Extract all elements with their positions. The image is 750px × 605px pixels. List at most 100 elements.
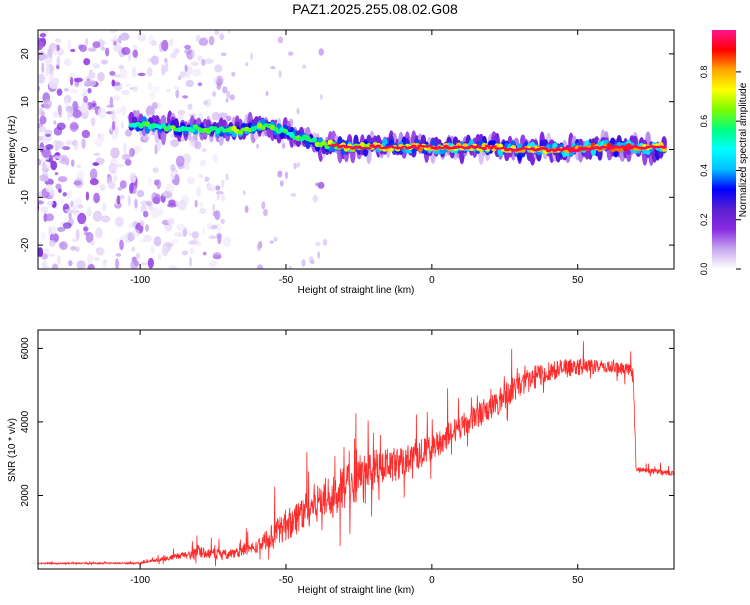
spectrogram-noise-blob bbox=[56, 226, 66, 232]
spectrogram-ridge-cell bbox=[189, 128, 196, 133]
spectrogram-noise-blob bbox=[161, 193, 167, 197]
spectrogram-noise-blob bbox=[195, 140, 202, 150]
spectrogram-noise-blob bbox=[208, 35, 215, 46]
spectrogram-noise-blob bbox=[157, 253, 162, 260]
spectrogram-noise-blob bbox=[112, 39, 120, 43]
spectrogram-noise-blob bbox=[190, 61, 199, 66]
spectrogram-noise-blob bbox=[202, 228, 206, 236]
spectrogram-noise-blob bbox=[133, 57, 137, 61]
snr-y-label: SNR (10 * v/v) bbox=[7, 418, 18, 482]
spectrogram-noise-blob bbox=[149, 91, 156, 100]
spectrogram-noise-blob bbox=[218, 112, 228, 119]
spectrogram-noise-blob bbox=[123, 143, 127, 154]
spectrogram-noise-blob bbox=[50, 160, 58, 171]
spectrogram-ridge-cell bbox=[272, 127, 279, 132]
spectrogram-ridge-cell bbox=[375, 144, 382, 148]
spectrogram-noise-blob bbox=[265, 90, 269, 97]
spectrogram-noise-blob bbox=[68, 212, 72, 220]
spectrogram-noise-blob bbox=[114, 127, 119, 136]
spectrogram-noise-blob bbox=[55, 38, 62, 43]
spectrogram-noise-blob bbox=[70, 245, 77, 251]
spectrogram-noise-blob bbox=[48, 154, 54, 164]
spectrogram-noise-blob bbox=[215, 190, 224, 195]
spectrogram-noise-blob bbox=[156, 102, 162, 109]
spectrogram-noise-blob bbox=[214, 30, 220, 36]
spectrogram-noise-blob bbox=[114, 34, 118, 41]
spectrogram-noise-blob bbox=[49, 78, 59, 90]
spectrogram-noise-blob bbox=[212, 254, 222, 260]
spectrogram-noise-blob bbox=[207, 184, 215, 190]
spectrogram-noise-blob bbox=[115, 253, 122, 257]
spectrogram-noise-blob bbox=[269, 240, 275, 244]
snr-y-tick-label: 6000 bbox=[20, 337, 31, 360]
spectrogram-noise-blob bbox=[119, 180, 127, 189]
spectrogram-noise-blob bbox=[132, 86, 139, 93]
spectrogram-noise-blob bbox=[53, 155, 60, 160]
spectrogram-noise-blob bbox=[51, 263, 59, 269]
spectrogram-noise-blob bbox=[212, 154, 219, 163]
spectrogram-noise-blob bbox=[109, 71, 116, 76]
snr-x-label: Height of straight line (km) bbox=[298, 585, 415, 596]
spectrogram-noise-blob bbox=[212, 203, 216, 212]
spectrogram-noise-blob bbox=[147, 177, 152, 187]
spectrogram-noise-blob bbox=[170, 52, 177, 59]
spectrogram-noise-blob bbox=[62, 192, 67, 197]
spectrogram-noise-blob bbox=[231, 71, 236, 77]
spectrogram-ridge-cell bbox=[427, 144, 433, 147]
spectrogram-noise-blob bbox=[184, 64, 188, 72]
spectrogram-noise-blob bbox=[69, 89, 79, 94]
spectrogram-noise-blob bbox=[84, 37, 89, 46]
spectrogram-noise-blob bbox=[175, 89, 180, 99]
spectrogram-x-tick-label: 0 bbox=[429, 275, 435, 286]
spectrogram-noise-blob bbox=[39, 126, 47, 133]
spectrogram-noise-blob bbox=[38, 200, 44, 205]
spectrogram-noise-blob bbox=[308, 256, 314, 264]
spectrogram-noise-blob bbox=[111, 120, 116, 131]
spectrogram-y-label: Frequency (Hz) bbox=[7, 116, 18, 185]
spectrogram-noise-blob bbox=[137, 33, 147, 42]
spectrogram-noise-blob bbox=[70, 200, 74, 208]
snr-x-tick-label: 50 bbox=[572, 575, 584, 586]
spectrogram-noise-blob bbox=[211, 111, 220, 121]
snr-x-tick-label: -100 bbox=[130, 575, 150, 586]
spectrogram-noise-blob bbox=[30, 61, 36, 71]
spectrogram-noise-blob bbox=[92, 210, 103, 222]
spectrogram-noise-blob bbox=[108, 180, 116, 190]
spectrogram-noise-blob bbox=[256, 143, 260, 149]
spectrogram-noise-blob bbox=[173, 86, 181, 90]
spectrogram-noise-blob bbox=[288, 265, 293, 269]
spectrogram-noise-blob bbox=[143, 234, 152, 243]
spectrogram-noise-blob bbox=[146, 67, 153, 77]
spectrogram-noise-blob bbox=[170, 164, 176, 172]
colorbar-gradient bbox=[712, 30, 736, 269]
spectrogram-noise-blob bbox=[39, 33, 47, 38]
spectrogram-noise-blob bbox=[182, 95, 189, 99]
spectrogram-noise-blob bbox=[41, 253, 48, 260]
spectrogram-noise-blob bbox=[99, 132, 105, 143]
spectrogram-ridge-cell bbox=[311, 137, 318, 143]
spectrogram-noise-blob bbox=[64, 97, 68, 109]
spectrogram-noise-blob bbox=[119, 67, 128, 79]
spectrogram-noise-blob bbox=[44, 248, 50, 254]
spectrogram-noise-blob bbox=[202, 251, 207, 256]
spectrogram-ridge-cell bbox=[414, 146, 420, 150]
colorbar-ticks: 0.0 0.2 0.4 0.6 0.8 bbox=[699, 66, 741, 275]
spectrogram-noise-blob bbox=[87, 87, 92, 94]
spectrogram-noise-blob bbox=[116, 108, 121, 115]
spectrogram-noise-blob bbox=[191, 49, 196, 58]
spectrogram-noise-blob bbox=[277, 36, 284, 44]
spectrogram-noise-blob bbox=[296, 107, 300, 115]
spectrogram-noise-blob bbox=[146, 200, 152, 207]
spectrogram-ridge-cell bbox=[484, 144, 491, 148]
spectrogram-noise-blob bbox=[188, 256, 193, 267]
spectrogram-noise-blob bbox=[115, 163, 124, 168]
spectrogram-noise-blob bbox=[54, 146, 59, 152]
spectrogram-noise-blob bbox=[38, 203, 40, 212]
spectrogram-noise-blob bbox=[215, 223, 222, 232]
spectrogram-noise-blob bbox=[124, 159, 132, 166]
spectrogram-noise-blob bbox=[112, 95, 121, 101]
spectrogram-noise-blob bbox=[245, 62, 249, 67]
spectrogram-ridge-cell bbox=[131, 116, 138, 124]
